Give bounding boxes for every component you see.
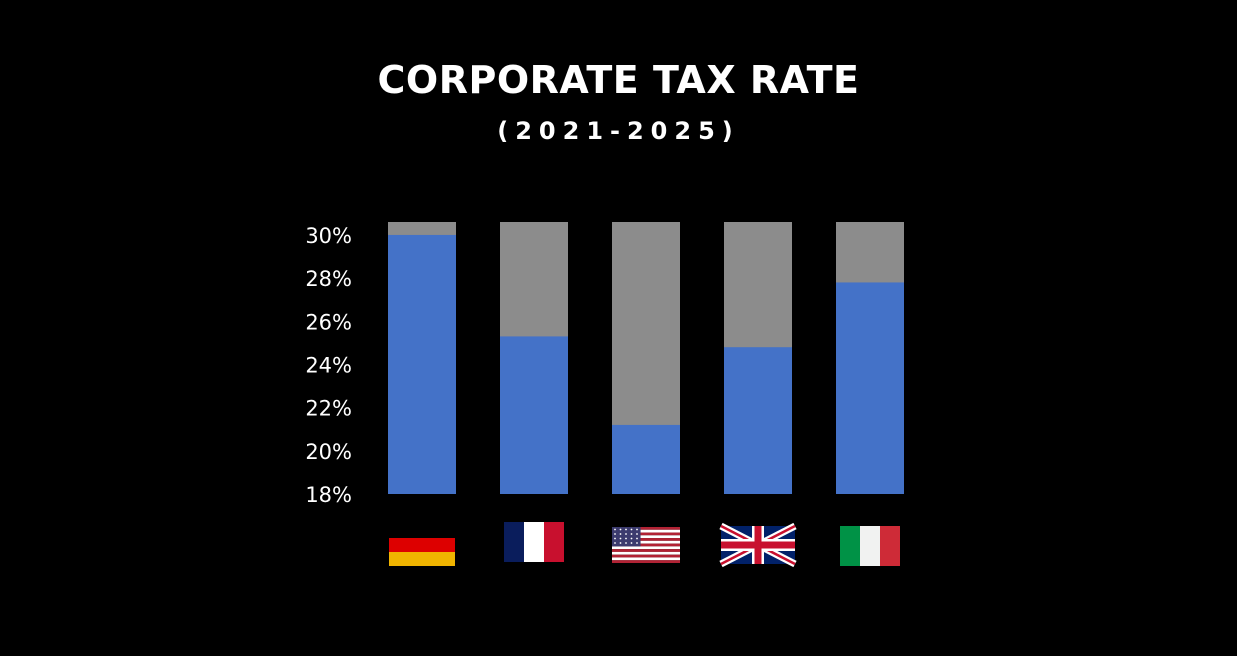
uk-flag-icon [719,522,797,568]
y-tick-label: 20% [305,440,352,464]
italy-flag-icon [840,526,900,566]
y-tick-label: 30% [305,224,352,248]
bar-germany [388,234,456,494]
y-tick-label: 24% [305,353,352,377]
chart-title: CORPORATE TAX RATE [377,58,860,102]
usa-flag-icon [612,527,680,563]
y-tick-label: 28% [305,267,352,291]
y-tick-label: 18% [305,483,352,507]
bar-united-states [612,424,680,494]
bar-italy [836,282,904,494]
bar-united-kingdom [724,347,792,494]
bar-france [500,336,568,494]
france-flag-icon [504,522,564,562]
y-tick-label: 26% [305,310,352,334]
chart-subtitle: (2021-2025) [497,117,740,145]
y-tick-label: 22% [305,397,352,421]
y-axis-labels: 18% 20% 22% 24% 26% 28% 30% [305,224,352,507]
flags [389,522,900,568]
bars [388,222,904,494]
germany-flag-icon [389,524,455,566]
